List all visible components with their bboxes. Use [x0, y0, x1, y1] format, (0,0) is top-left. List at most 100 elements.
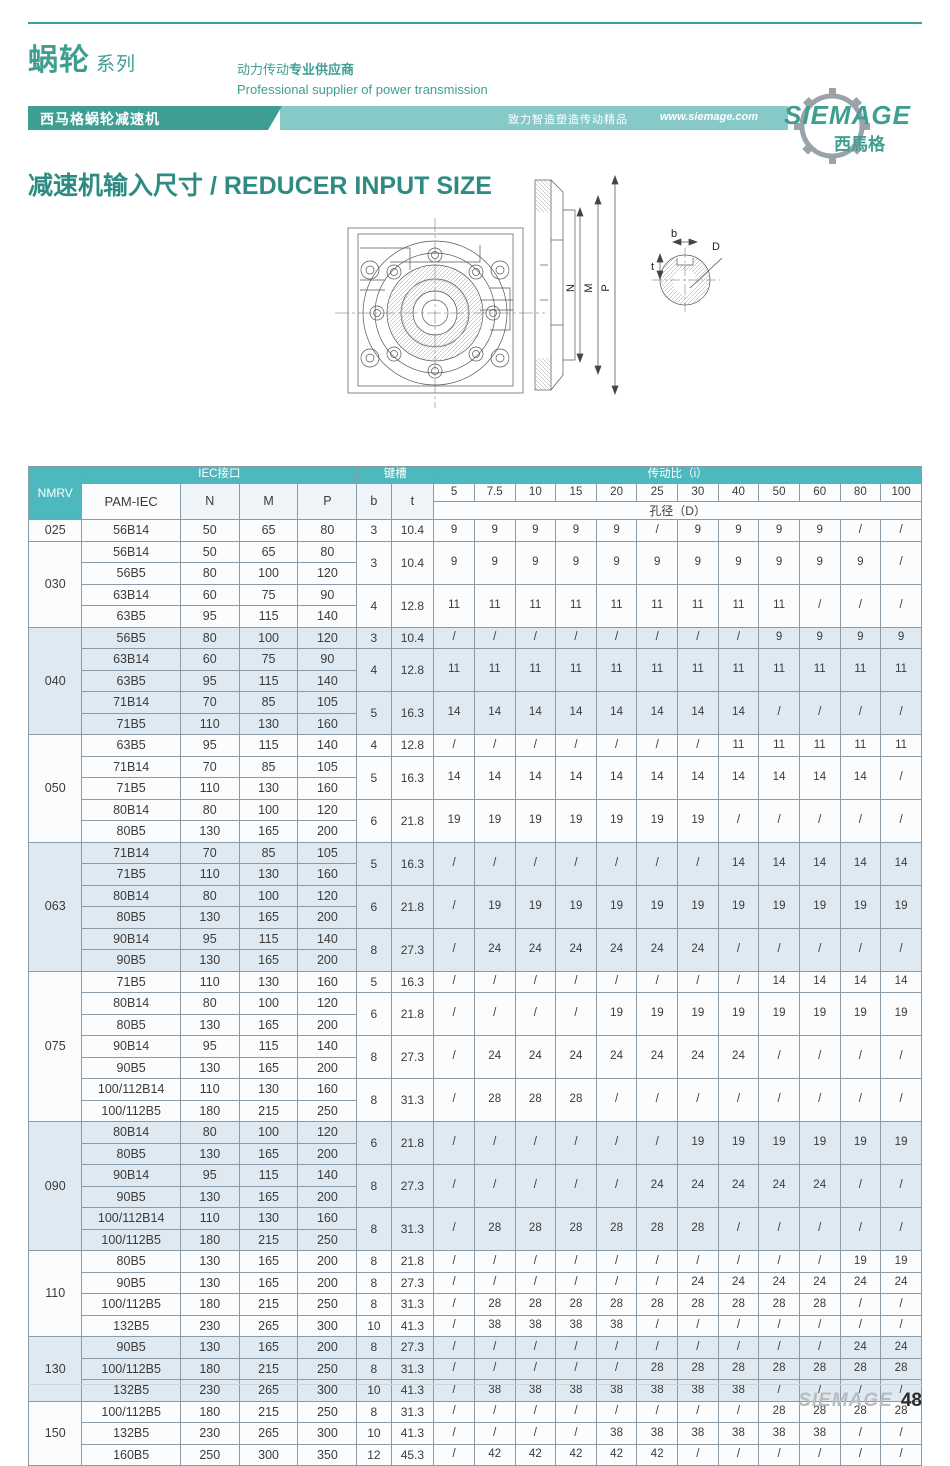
cell-bore-ratio-20: 19: [595, 798, 638, 843]
cell-bore-ratio-15: /: [555, 734, 597, 757]
cell-bore-ratio-40: 9: [717, 519, 760, 542]
cell-bore-ratio-60: 28: [798, 1357, 841, 1380]
cell-bore-ratio-15: /: [555, 1357, 597, 1380]
page-title-separator: /: [203, 172, 224, 200]
table-row: 63B14 60 75 90 4 12.8 11 11 11 11 11 11 11 11 11// /: [29, 583, 922, 628]
cell-bore-ratio-25: /: [636, 1121, 679, 1165]
cell-bore-ratio-15: 11: [555, 583, 597, 628]
cell-bore-ratio-80: 14: [839, 970, 882, 993]
cell-n: 60: [179, 648, 240, 671]
cell-b: 8: [356, 1336, 392, 1359]
cell-n: 95: [179, 734, 240, 757]
cell-bore-ratio-60: 24: [798, 1164, 841, 1208]
cell-bore-ratio-60: /: [798, 1078, 841, 1122]
cell-b: 8: [356, 1078, 392, 1122]
cell-bore-ratio-80: /: [839, 1035, 882, 1079]
cell-bore-ratio-40: 19: [717, 1121, 760, 1165]
cell-bore-ratio-50: /: [758, 1078, 800, 1122]
cell-bore-ratio-15: /: [555, 1164, 597, 1208]
cell-n: 130: [179, 906, 240, 929]
cell-bore-ratio-5: 14: [433, 691, 475, 735]
nmrv-group-cell: 050: [27, 734, 83, 843]
table-head: NMRV IEC接口 键槽 传动比（i） PAM-IEC N M P b t 5…: [27, 466, 922, 520]
cell-bore-ratio-80: 9: [839, 540, 882, 585]
cell-bore-ratio-20: 14: [595, 755, 638, 800]
cell-n: 110: [179, 712, 240, 735]
cell-bore-ratio-100: /: [880, 1443, 922, 1466]
table-row: 132B5 230 265 300 10 41.3// //38 38 38 38 38 38//: [29, 1422, 922, 1445]
table-row: 050 63B5 95 115 140 4 12.8// / / / //11 11 11 11 11: [27, 734, 922, 843]
cell-p: 90: [297, 583, 358, 606]
ribbon-website-url[interactable]: www.siemage.com: [659, 111, 758, 123]
cell-t: 31.3: [390, 1293, 435, 1316]
cell-t: 21.8: [390, 798, 435, 843]
cell-bore-ratio-10: 11: [514, 648, 557, 692]
cell-bore-ratio-30: 24: [677, 1035, 719, 1079]
cell-t: 27.3: [390, 1035, 435, 1079]
cell-b: 3: [356, 519, 392, 542]
header-ratio-80: 80: [839, 483, 882, 502]
cell-bore-ratio-7.5: 14: [473, 691, 516, 735]
table-row: 90B14 95 115 140 8 27.3/24 24 24 24 24 24// / / /: [29, 927, 922, 972]
cell-bore-ratio-50: /: [758, 1035, 800, 1079]
cell-t: 21.8: [390, 992, 435, 1036]
cell-bore-ratio-5: /: [433, 1207, 475, 1251]
cell-bore-ratio-30: 11: [677, 648, 719, 692]
cell-bore-ratio-10: 24: [514, 927, 557, 972]
cell-p: 90: [297, 648, 358, 671]
cell-p: 200: [297, 1185, 358, 1208]
cell-p: 160: [297, 1078, 358, 1101]
cell-m: 165: [238, 1013, 299, 1036]
nmrv-group-cell: 025: [27, 519, 83, 542]
cell-n: 110: [179, 970, 240, 993]
cell-bore-ratio-40: /: [717, 1400, 760, 1423]
cell-bore-ratio-100: 28: [880, 1400, 922, 1423]
cell-bore-ratio-30: 28: [677, 1207, 719, 1251]
cell-b: 8: [356, 1250, 392, 1273]
table-row: 80B14 80 100 120 6 21.8 19 19 19 19 19 19 19// / / /: [29, 798, 922, 843]
header-ratio-40: 40: [717, 483, 760, 502]
table-row: 100/112B5 180 215 250 8 31.3/28 28 28 28 28 28 28 28…: [29, 1293, 922, 1316]
cell-pam: 100/112B14: [81, 1078, 181, 1101]
cell-bore-ratio-7.5: 9: [473, 540, 516, 585]
cell-bore-ratio-60: 11: [798, 648, 841, 692]
cell-bore-ratio-15: 14: [555, 755, 597, 800]
cell-bore-ratio-5: /: [433, 1400, 475, 1423]
cell-bore-ratio-40: 11: [717, 734, 760, 757]
cell-b: 6: [356, 884, 392, 929]
gear-icon: [794, 88, 870, 164]
cell-pam: 56B14: [81, 519, 181, 542]
cell-m: 115: [238, 1035, 299, 1058]
cell-bore-ratio-25: 42: [636, 1443, 679, 1466]
cell-n: 95: [179, 605, 240, 628]
cell-pam: 90B5: [81, 1336, 181, 1359]
cell-bore-ratio-10: 19: [514, 798, 557, 843]
cell-pam: 80B5: [81, 906, 181, 929]
cell-bore-ratio-7.5: /: [473, 841, 516, 886]
cell-n: 130: [179, 949, 240, 972]
cell-bore-ratio-30: /: [677, 970, 719, 993]
cell-bore-ratio-5: /: [433, 992, 475, 1036]
cell-bore-ratio-5: /: [433, 1314, 475, 1337]
cell-m: 130: [238, 777, 299, 800]
cell-bore-ratio-100: 28: [880, 1357, 922, 1380]
cell-bore-ratio-30: 19: [677, 798, 719, 843]
cell-bore-ratio-50: /: [758, 798, 800, 843]
cell-bore-ratio-7.5: 19: [473, 884, 516, 929]
header-ratio-25: 25: [636, 483, 679, 502]
cell-bore-ratio-7.5: 28: [473, 1078, 516, 1122]
cell-bore-ratio-40: /: [717, 1443, 760, 1466]
header-ratio-5: 5: [433, 483, 475, 502]
table-row: 90B14 95 115 140 8 27.3// / //24 24 24 24 24//: [29, 1164, 922, 1208]
cell-bore-ratio-60: /: [798, 1207, 841, 1251]
cell-bore-ratio-10: 9: [514, 540, 557, 585]
cell-bore-ratio-50: 28: [758, 1400, 800, 1423]
cell-bore-ratio-20: 11: [595, 583, 638, 628]
cell-p: 140: [297, 927, 358, 950]
table-row: 71B5 110 130 160: [29, 863, 922, 886]
header-iec-group: IEC接口: [81, 466, 358, 484]
cell-bore-ratio-25: 24: [636, 1164, 679, 1208]
cell-bore-ratio-5: 9: [433, 540, 475, 585]
cell-m: 165: [238, 1142, 299, 1165]
cell-pam: 80B5: [81, 1142, 181, 1165]
